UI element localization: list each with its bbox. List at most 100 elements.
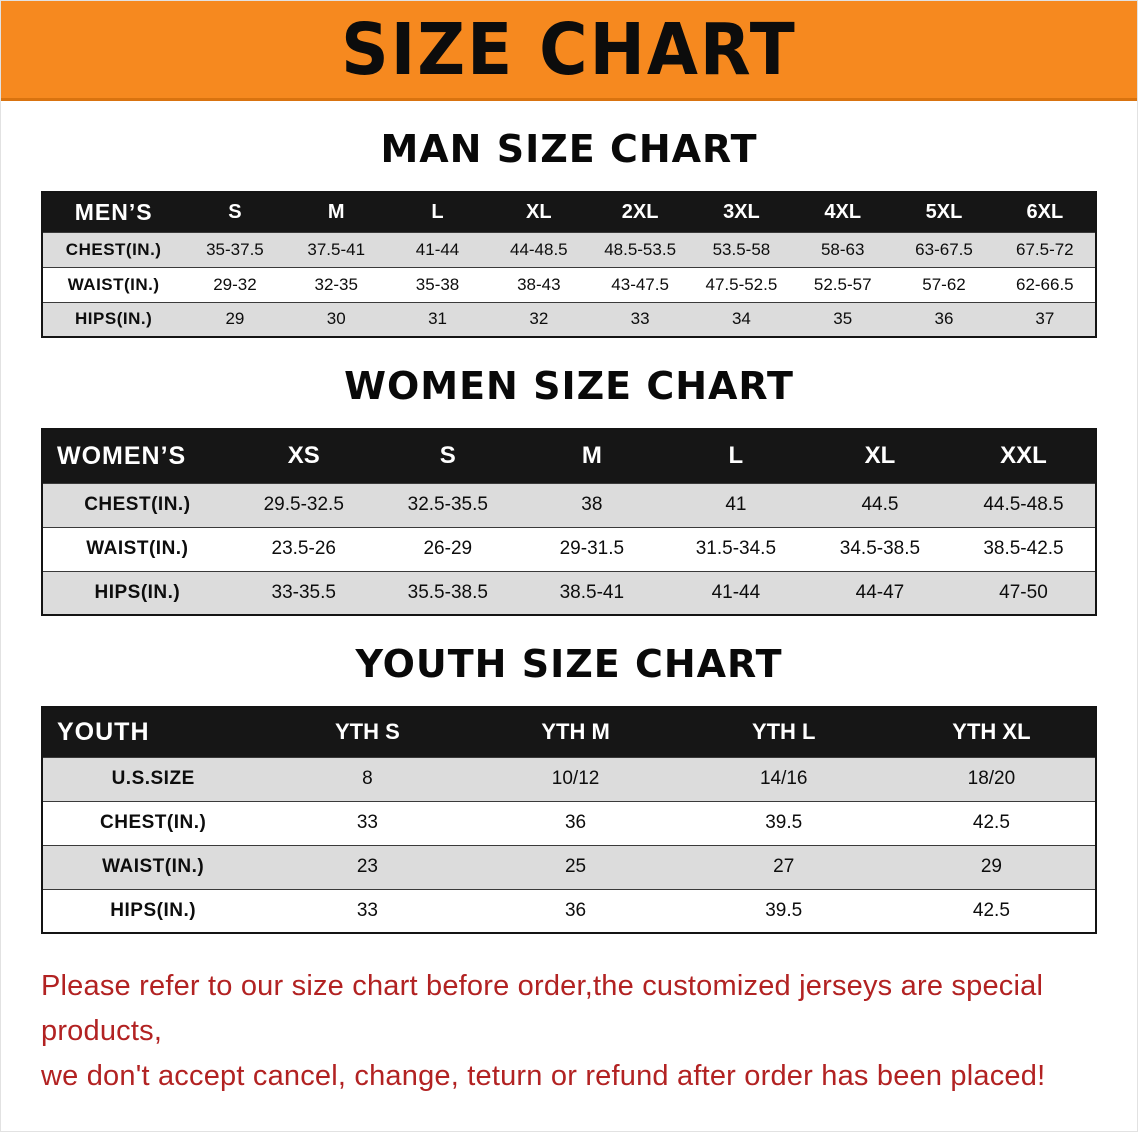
table-title-cell: YOUTH — [42, 707, 264, 757]
row-label-cell: CHEST(IN.) — [65, 239, 162, 259]
header-row: WOMEN’S XS S M L XL XXL — [42, 429, 1096, 483]
row-label-cell: CHEST(IN.) — [84, 494, 191, 515]
women-size-table: WOMEN’S XS S M L XL XXL CHEST(IN.) 29.5-32.5 32.5… — [41, 428, 1097, 616]
value-cell: 47.5-52.5 — [705, 274, 778, 294]
disclaimer: Please refer to our size chart before or… — [1, 964, 1137, 1099]
size-header-cell: 2XL — [589, 192, 691, 232]
row-label-cell: WAIST(IN.) — [67, 274, 160, 294]
value-cell: 38 — [581, 494, 603, 515]
value-cell: 36 — [564, 812, 587, 833]
value-cell: 31 — [428, 309, 447, 329]
size-header-cell: 3XL — [690, 192, 793, 232]
value-cell: 44-48.5 — [509, 239, 568, 259]
value-cell: 23.5-26 — [271, 538, 336, 559]
value-cell: 33 — [630, 309, 650, 329]
value-cell: 32-35 — [314, 274, 358, 294]
size-header-cell: 4XL — [792, 192, 894, 232]
value-cell: 41 — [725, 494, 747, 515]
value-cell: 29-31.5 — [559, 538, 625, 559]
row-label-cell: HIPS(IN.) — [110, 899, 197, 921]
value-cell: 38.5-42.5 — [983, 538, 1064, 559]
size-header-cell: S — [184, 192, 286, 232]
header-row: YOUTH YTH S YTH M YTH L YTH XL — [42, 707, 1096, 757]
value-cell: 62-66.5 — [1015, 274, 1074, 294]
value-cell: 67.5-72 — [1015, 239, 1074, 259]
value-cell: 53.5-58 — [712, 239, 771, 259]
value-cell: 34 — [731, 309, 751, 329]
value-cell: 38-43 — [517, 274, 561, 294]
size-header-cell: YTH M — [471, 707, 680, 757]
row-label-cell: WAIST(IN.) — [86, 538, 189, 559]
value-cell: 18/20 — [967, 768, 1016, 789]
table-row: HIPS(IN.) 29 30 31 32 33 34 35 36 37 — [42, 302, 1096, 337]
table-row: WAIST(IN.) 23.5-26 26-29 29-31.5 31.5-34.5 34… — [42, 527, 1096, 571]
table-title-cell: MEN’S — [42, 192, 185, 232]
table-row: CHEST(IN.) 33 36 39.5 42.5 — [42, 801, 1096, 845]
value-cell: 29 — [980, 856, 1002, 877]
size-header-cell: XL — [488, 192, 590, 232]
table-row: CHEST(IN.) 35-37.5 37.5-41 41-44 44-48.5 48.5… — [42, 232, 1096, 267]
row-label-cell: U.S.SIZE — [111, 768, 195, 789]
value-cell: 36 — [564, 899, 587, 921]
value-cell: 48.5-53.5 — [604, 239, 677, 259]
value-cell: 32 — [529, 309, 549, 329]
women-size-chart-section: WOMEN SIZE CHART WOMEN’S XS S M L XL XXL CHEST(I… — [1, 364, 1137, 616]
value-cell: 38.5-41 — [559, 581, 625, 603]
value-cell: 26-29 — [423, 538, 473, 559]
value-cell: 35-38 — [415, 274, 460, 294]
size-chart-banner: SIZE CHART — [1, 1, 1137, 101]
table-row: WAIST(IN.) 29-32 32-35 35-38 38-43 43-47.5 47.… — [42, 267, 1096, 302]
size-header-cell: S — [375, 429, 520, 483]
value-cell: 47-50 — [999, 581, 1048, 603]
value-cell: 29-32 — [213, 274, 257, 294]
value-cell: 33 — [356, 812, 378, 833]
value-cell: 37 — [1035, 309, 1055, 329]
women-section-heading: WOMEN SIZE CHART — [344, 364, 794, 408]
value-cell: 41-44 — [415, 239, 460, 259]
size-header-cell: 6XL — [994, 192, 1096, 232]
value-cell: 52.5-57 — [813, 274, 872, 294]
row-label-cell: CHEST(IN.) — [100, 812, 207, 833]
header-row: MEN’S S M L XL 2XL 3XL 4XL 5XL 6XL — [42, 192, 1096, 232]
value-cell: 10/12 — [551, 768, 600, 789]
value-cell: 57-62 — [922, 274, 966, 294]
youth-size-table: YOUTH YTH S YTH M YTH L YTH XL U.S.SIZE 8 10/12… — [41, 706, 1097, 934]
disclaimer-text: Please refer to our size chart before or… — [41, 964, 1097, 1099]
men-size-table: MEN’S S M L XL 2XL 3XL 4XL 5XL 6XL CHEST(IN.) 35-37… — [41, 191, 1097, 338]
value-cell: 44.5-48.5 — [983, 494, 1064, 515]
table-row: HIPS(IN.) 33-35.5 35.5-38.5 38.5-41 41-44 44-… — [42, 571, 1096, 615]
value-cell: 36 — [934, 309, 954, 329]
value-cell: 32.5-35.5 — [407, 494, 488, 515]
value-cell: 37.5-41 — [307, 239, 366, 259]
youth-section-heading: YOUTH SIZE CHART — [355, 642, 783, 686]
row-label-cell: HIPS(IN.) — [94, 581, 181, 603]
size-header-cell: XXL — [951, 429, 1096, 483]
value-cell: 35-37.5 — [206, 239, 264, 259]
disclaimer-line-1: Please refer to our size chart before or… — [41, 970, 1044, 1047]
value-cell: 30 — [326, 309, 346, 329]
size-header-cell: XS — [231, 429, 376, 483]
value-cell: 44-47 — [855, 581, 905, 603]
value-cell: 63-67.5 — [915, 239, 973, 259]
value-cell: 29 — [225, 309, 245, 329]
size-header-cell: L — [663, 429, 808, 483]
value-cell: 25 — [564, 856, 587, 877]
value-cell: 42.5 — [972, 812, 1010, 833]
size-header-cell: YTH L — [679, 707, 888, 757]
size-header-cell: YTH XL — [887, 707, 1096, 757]
youth-size-chart-section: YOUTH SIZE CHART YOUTH YTH S YTH M YTH L YTH … — [1, 642, 1137, 934]
value-cell: 33 — [356, 899, 378, 921]
value-cell: 33-35.5 — [271, 581, 336, 603]
row-label-cell: HIPS(IN.) — [75, 309, 153, 329]
men-section-heading: MAN SIZE CHART — [380, 127, 758, 171]
table-row: WAIST(IN.) 23 25 27 29 — [42, 845, 1096, 889]
value-cell: 27 — [773, 856, 795, 877]
size-header-cell: YTH S — [263, 707, 472, 757]
value-cell: 39.5 — [765, 899, 803, 921]
table-row: CHEST(IN.) 29.5-32.5 32.5-35.5 38 41 44.5 44.5… — [42, 483, 1096, 527]
size-header-cell: 5XL — [893, 192, 995, 232]
value-cell: 8 — [362, 768, 373, 789]
value-cell: 41-44 — [711, 581, 761, 603]
value-cell: 44.5 — [861, 494, 899, 515]
table-row: HIPS(IN.) 33 36 39.5 42.5 — [42, 889, 1096, 933]
